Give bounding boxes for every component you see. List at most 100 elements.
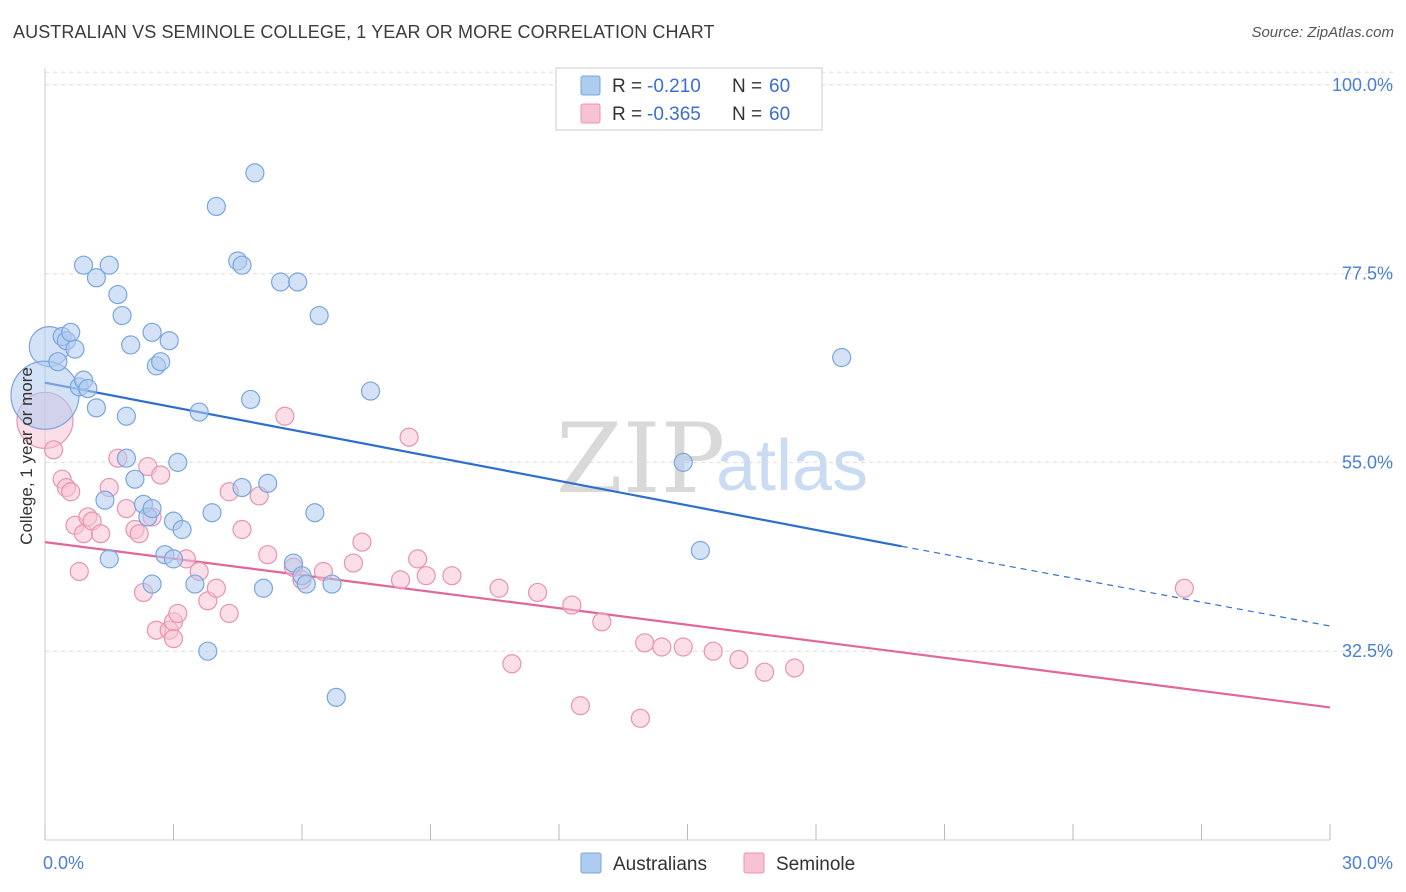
point-australians (189, 402, 209, 422)
tick-labels: 100.0% 77.5% 55.0% 32.5% 0.0% 30.0% (43, 75, 1393, 873)
point-seminole (630, 708, 650, 728)
legend-swatch-australians (580, 75, 601, 96)
point-australians (673, 452, 693, 472)
point-seminole (408, 549, 428, 569)
trendline-australians-extension (901, 545, 1331, 627)
bottom-legend-swatch-australians (580, 852, 602, 874)
point-seminole (275, 406, 295, 426)
point-australians (121, 335, 141, 355)
correlation-legend: R = -0.210 N = 60 R = -0.365 N = 60 (555, 67, 823, 131)
point-seminole (673, 637, 693, 657)
point-australians (73, 255, 94, 275)
point-seminole (562, 595, 582, 615)
point-seminole (416, 566, 436, 586)
point-seminole (151, 465, 171, 485)
legend-r-value-2: -0.365 (647, 104, 701, 125)
point-australians (322, 574, 342, 594)
legend-n-label-2: N = (732, 104, 762, 125)
point-australians (142, 498, 162, 519)
y-tick-label: 100.0% (1332, 75, 1393, 95)
point-australians (112, 305, 132, 326)
chart-title: AUSTRALIAN VS SEMINOLE COLLEGE, 1 YEAR O… (13, 22, 715, 42)
point-seminole (652, 637, 672, 657)
y-tick-label: 55.0% (1342, 452, 1393, 472)
point-seminole (258, 545, 278, 565)
point-seminole (703, 641, 723, 661)
point-australians (86, 398, 107, 418)
point-australians (232, 255, 252, 275)
point-seminole (399, 427, 419, 447)
point-australians (159, 331, 179, 351)
legend-r-label-2: R = (612, 104, 642, 125)
point-seminole (502, 654, 522, 674)
point-australians (270, 272, 291, 292)
point-australians (142, 322, 162, 342)
point-seminole (489, 578, 509, 598)
watermark-zip: ZIP (556, 403, 725, 515)
point-seminole (352, 532, 372, 552)
point-seminole (43, 440, 64, 460)
data-points (10, 163, 1194, 728)
point-seminole (91, 524, 111, 544)
legend-r-value-1: -0.210 (647, 76, 701, 97)
point-seminole (343, 553, 363, 573)
point-australians (690, 540, 710, 561)
point-australians (296, 574, 316, 594)
point-seminole (163, 629, 184, 649)
y-tick-label: 77.5% (1342, 264, 1393, 284)
point-australians (832, 347, 852, 368)
bottom-legend-label-australians: Australians (613, 854, 707, 875)
x-tick-label: 30.0% (1342, 853, 1393, 873)
series-legend: Australians Seminole (580, 852, 855, 875)
trendline-seminole (44, 541, 1331, 709)
point-australians (78, 378, 98, 399)
gridlines (45, 71, 1394, 652)
point-australians (326, 687, 346, 707)
point-seminole (442, 566, 462, 586)
source-credit: Source: ZipAtlas.com (1251, 24, 1394, 41)
legend-swatch-seminole (580, 103, 601, 124)
point-seminole (754, 662, 775, 682)
point-australians (116, 448, 136, 468)
point-australians (151, 352, 171, 372)
point-seminole (232, 519, 252, 540)
point-australians (258, 473, 278, 493)
point-seminole (570, 696, 591, 716)
legend-r-label-1: R = (612, 76, 642, 97)
legend-n-value-1: 60 (769, 76, 790, 97)
point-seminole (129, 524, 149, 544)
point-australians (185, 574, 205, 594)
point-seminole (592, 612, 612, 632)
point-australians (48, 352, 68, 372)
point-australians (108, 284, 128, 305)
point-australians (202, 503, 222, 523)
point-australians (86, 268, 107, 288)
point-seminole (219, 603, 239, 624)
legend-n-value-2: 60 (769, 104, 790, 125)
point-seminole (168, 603, 188, 624)
point-seminole (635, 633, 655, 653)
point-seminole (390, 570, 411, 590)
point-seminole (527, 582, 548, 603)
point-australians (65, 339, 85, 359)
point-seminole (1174, 578, 1194, 598)
point-australians (116, 406, 136, 426)
point-australians (95, 490, 115, 510)
legend-n-label-1: N = (732, 76, 762, 97)
point-seminole (61, 482, 81, 502)
point-australians (99, 255, 119, 275)
point-australians (253, 578, 274, 598)
point-australians (360, 381, 381, 401)
y-axis-label: College, 1 year or more (17, 367, 36, 545)
point-australians (163, 549, 184, 569)
point-australians (305, 503, 325, 523)
point-seminole (729, 649, 749, 670)
point-seminole (784, 658, 805, 678)
watermark-atlas: atlas (716, 426, 868, 506)
bottom-legend-swatch-seminole (743, 852, 765, 874)
point-australians (241, 389, 261, 410)
point-australians (142, 574, 162, 594)
point-australians (206, 196, 226, 217)
bottom-legend-label-seminole: Seminole (776, 854, 855, 875)
